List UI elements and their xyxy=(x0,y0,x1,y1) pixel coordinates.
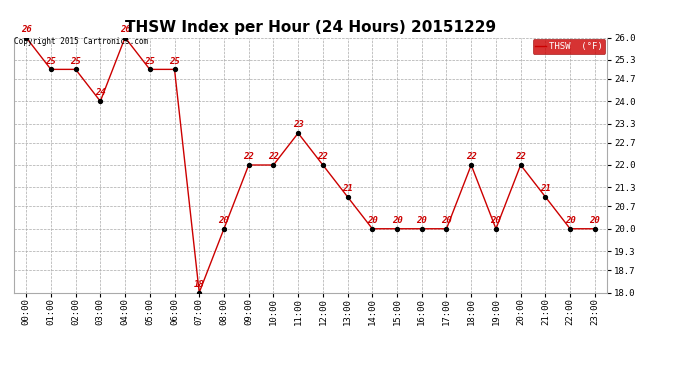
Text: 20: 20 xyxy=(441,216,452,225)
Point xyxy=(70,66,81,72)
Point xyxy=(293,130,304,136)
Text: 21: 21 xyxy=(540,184,551,193)
Point xyxy=(416,226,427,232)
Point xyxy=(46,66,57,72)
Text: 21: 21 xyxy=(342,184,353,193)
Text: 20: 20 xyxy=(219,216,229,225)
Point xyxy=(95,98,106,104)
Text: 22: 22 xyxy=(466,152,477,161)
Text: 24: 24 xyxy=(95,88,106,98)
Point xyxy=(219,226,230,232)
Text: 20: 20 xyxy=(367,216,377,225)
Text: 22: 22 xyxy=(317,152,328,161)
Text: 25: 25 xyxy=(144,57,155,66)
Point xyxy=(342,194,353,200)
Point xyxy=(589,226,600,232)
Point xyxy=(119,34,130,40)
Point xyxy=(243,162,254,168)
Text: 20: 20 xyxy=(564,216,575,225)
Text: 26: 26 xyxy=(21,25,32,34)
Point xyxy=(491,226,502,232)
Point xyxy=(317,162,328,168)
Point xyxy=(540,194,551,200)
Point xyxy=(391,226,402,232)
Text: 20: 20 xyxy=(392,216,402,225)
Text: 18: 18 xyxy=(194,280,205,289)
Text: Copyright 2015 Cartronics.com: Copyright 2015 Cartronics.com xyxy=(14,38,148,46)
Point xyxy=(367,226,378,232)
Point xyxy=(268,162,279,168)
Text: 20: 20 xyxy=(589,216,600,225)
Point xyxy=(169,66,180,72)
Point xyxy=(144,66,155,72)
Text: 25: 25 xyxy=(46,57,57,66)
Text: 22: 22 xyxy=(515,152,526,161)
Text: 20: 20 xyxy=(416,216,427,225)
Point xyxy=(441,226,452,232)
Point xyxy=(466,162,477,168)
Text: 25: 25 xyxy=(70,57,81,66)
Text: 25: 25 xyxy=(169,57,180,66)
Point xyxy=(564,226,575,232)
Text: 20: 20 xyxy=(491,216,502,225)
Point xyxy=(194,290,205,296)
Text: 26: 26 xyxy=(119,25,130,34)
Title: THSW Index per Hour (24 Hours) 20151229: THSW Index per Hour (24 Hours) 20151229 xyxy=(125,20,496,35)
Text: 22: 22 xyxy=(268,152,279,161)
Text: 22: 22 xyxy=(244,152,254,161)
Legend: THSW  (°F): THSW (°F) xyxy=(533,39,605,54)
Text: 23: 23 xyxy=(293,120,304,129)
Point xyxy=(21,34,32,40)
Point xyxy=(515,162,526,168)
